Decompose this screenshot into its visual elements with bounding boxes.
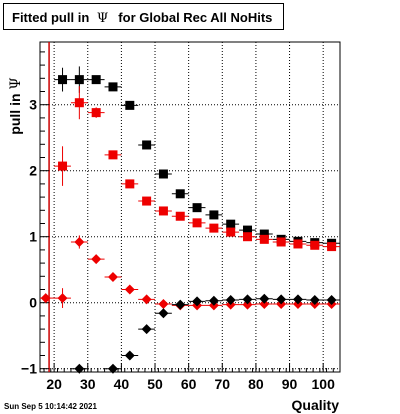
data-point-square <box>276 237 286 247</box>
series-1 <box>54 86 340 252</box>
x-tick-label: 40 <box>114 376 130 392</box>
data-point-square <box>175 211 185 221</box>
x-tick-label: 100 <box>312 376 336 392</box>
data-point-square <box>192 203 202 213</box>
data-point-diamond <box>309 295 320 306</box>
title-suffix: for Global Rec All NoHits <box>118 10 273 25</box>
data-point-diamond <box>175 299 186 310</box>
data-point-square <box>125 179 135 189</box>
data-point-diamond <box>326 295 337 306</box>
data-point-diamond <box>57 293 68 304</box>
x-tick-label: 80 <box>248 376 264 392</box>
data-point-diamond <box>91 254 102 265</box>
data-point-square <box>74 98 84 108</box>
data-point-diamond <box>124 284 135 295</box>
data-point-diamond <box>158 299 169 310</box>
data-point-diamond <box>124 350 135 361</box>
data-point-square <box>74 75 84 85</box>
data-point-square <box>243 225 253 235</box>
data-point-square <box>158 206 168 216</box>
data-point-square <box>209 223 219 233</box>
data-point-diamond <box>74 363 85 374</box>
data-point-diamond <box>158 308 169 319</box>
x-tick-label: 50 <box>147 376 163 392</box>
data-point-diamond <box>225 295 236 306</box>
x-tick-label: 30 <box>80 376 96 392</box>
y-axis-label: pull in Ψ <box>7 77 24 134</box>
data-point-square <box>293 239 303 249</box>
series-3 <box>70 293 340 374</box>
x-tick-label: 20 <box>46 376 62 392</box>
data-point-square <box>327 242 337 252</box>
data-point-square <box>108 82 118 92</box>
data-point-square <box>58 75 68 85</box>
plot-frame <box>39 41 341 373</box>
data-point-diamond <box>276 294 287 305</box>
data-point-square <box>259 234 269 244</box>
data-point-square <box>91 75 101 85</box>
x-tick-label: 90 <box>282 376 298 392</box>
data-point-square <box>226 219 236 229</box>
data-point-square <box>175 189 185 199</box>
y-tick-label: 3 <box>29 97 37 113</box>
y-tick-label: 1 <box>29 229 37 245</box>
x-tick-label: 70 <box>214 376 230 392</box>
title-prefix: Fitted pull in <box>12 10 93 25</box>
grid-lines <box>40 42 340 372</box>
data-point-diamond <box>242 294 253 305</box>
data-point-diamond <box>259 293 270 304</box>
data-point-square <box>125 100 135 110</box>
data-point-diamond <box>192 296 203 307</box>
title-psi-symbol: Ψ <box>96 11 109 26</box>
x-tick-label: 60 <box>181 376 197 392</box>
data-point-diamond <box>107 363 118 374</box>
timestamp: Sun Sep 5 10:14:42 2021 <box>4 402 97 411</box>
data-point-diamond <box>141 294 152 305</box>
data-point-diamond <box>208 295 219 306</box>
data-point-square <box>310 240 320 250</box>
data-point-square <box>58 161 68 171</box>
data-point-square <box>108 150 118 160</box>
y-tick-label: 2 <box>29 163 37 179</box>
data-point-square <box>259 229 269 239</box>
data-point-square <box>142 140 152 150</box>
x-axis-label: Quality <box>292 397 340 413</box>
data-point-square <box>91 108 101 118</box>
data-point-square <box>158 169 168 179</box>
data-point-square <box>142 196 152 206</box>
data-point-diamond <box>259 299 270 310</box>
data-point-diamond <box>40 293 51 304</box>
y-tick-label: −1 <box>21 361 37 377</box>
data-point-diamond <box>141 324 152 335</box>
y-tick-label: 0 <box>29 295 37 311</box>
data-point-diamond <box>242 299 253 310</box>
data-point-square <box>226 227 236 237</box>
data-point-diamond <box>74 236 85 247</box>
data-point-square <box>192 218 202 228</box>
data-series <box>40 66 340 374</box>
data-point-diamond <box>292 294 303 305</box>
data-point-square <box>243 232 253 242</box>
axis-ticks: 20 30 40 50 60 70 80 90 100 −1 0 1 2 3 <box>21 51 341 392</box>
data-point-square <box>209 210 219 220</box>
data-point-diamond <box>107 271 118 282</box>
